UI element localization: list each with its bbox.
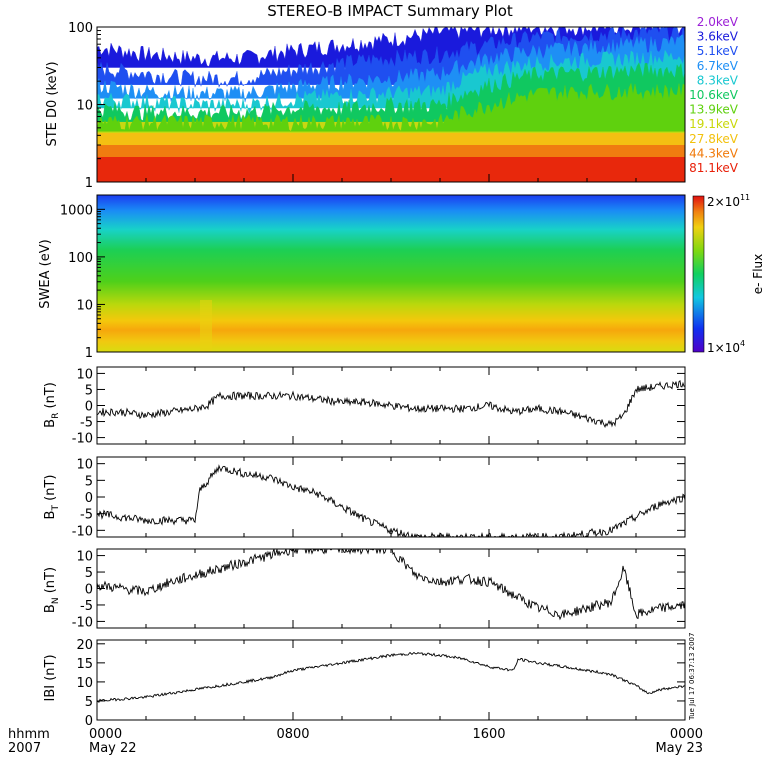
ste-series-13.9keV bbox=[96, 82, 686, 132]
bmag-frame bbox=[96, 639, 686, 721]
xaxis-tick-label: 0000 bbox=[89, 727, 122, 742]
br-ytick-label: 5 bbox=[85, 383, 93, 398]
ste-legend-item: 13.9keV bbox=[689, 103, 739, 117]
swea-ytick-label: 1 bbox=[85, 346, 93, 361]
br-panel: -10-50 510 bbox=[72, 366, 686, 447]
bmag-ytick-label: 10 bbox=[76, 676, 93, 691]
br-ylabel: BR (nT) bbox=[43, 382, 61, 428]
swea-colorbar bbox=[692, 195, 705, 353]
br-trace bbox=[97, 379, 685, 428]
swea-dropout-band bbox=[200, 300, 212, 352]
ste-band-81kev bbox=[97, 155, 685, 182]
xaxis-date-label: May 23 bbox=[655, 741, 703, 756]
ste-band-44kev bbox=[97, 143, 685, 157]
ste-band-27kev bbox=[97, 131, 685, 145]
ste-legend-item: 8.3keV bbox=[697, 73, 739, 87]
ste-upper-bands bbox=[96, 26, 686, 132]
bt-panel: -10-5 0 510 bbox=[72, 456, 686, 539]
bt-frame bbox=[96, 456, 686, 538]
ste-ylabel: STE D0 (keV) bbox=[45, 61, 60, 146]
bn-ylabel: BN (nT) bbox=[43, 567, 61, 613]
ste-legend-item: 27.8keV bbox=[689, 132, 739, 146]
bmag-panel: 0 5 10 15 20 bbox=[76, 638, 686, 729]
ste-legend-item: 2.0keV bbox=[697, 15, 739, 29]
ste-ytick-label: 1 bbox=[85, 176, 93, 191]
colorbar-bottom-label: 1×104 bbox=[707, 339, 745, 355]
bmag-ytick-label: 5 bbox=[85, 695, 93, 710]
bmag-ylabel: IBI (nT) bbox=[43, 654, 58, 701]
ste-ytick-label: 10 bbox=[76, 99, 93, 114]
bn-ytick-label: 0 bbox=[85, 583, 93, 598]
ste-panel: 1 10 100 STE D0 (keV) 2.0keV3.6keV5.1keV6.… bbox=[45, 15, 739, 352]
bt-ytick-label: 5 bbox=[85, 474, 93, 489]
bn-ytick-label: -10 bbox=[72, 615, 93, 630]
xaxis-year-label: 2007 bbox=[8, 741, 41, 756]
ste-ytick-label: 100 bbox=[68, 21, 93, 36]
xaxis-date-label: May 22 bbox=[89, 741, 137, 756]
xaxis-tick-label: 0000 bbox=[670, 727, 703, 742]
bn-frame bbox=[96, 548, 686, 629]
bn-ytick-label: 10 bbox=[76, 550, 93, 565]
ste-legend-item: 5.1keV bbox=[697, 44, 739, 58]
bmag-ytick-label: 15 bbox=[76, 657, 93, 672]
ste-legend-item: 6.7keV bbox=[697, 59, 739, 73]
ste-legend-item: 19.1keV bbox=[689, 117, 739, 131]
colorbar-top-label: 2×1011 bbox=[707, 193, 750, 209]
swea-ytick-label: 100 bbox=[68, 251, 93, 266]
swea-frame bbox=[96, 194, 686, 353]
bt-ytick-label: -10 bbox=[72, 524, 93, 539]
bt-ytick-label: -5 bbox=[80, 508, 93, 523]
bn-ytick-label: -5 bbox=[80, 599, 93, 614]
bmag-ytick-label: 20 bbox=[76, 638, 93, 653]
br-ytick-label: -10 bbox=[72, 432, 93, 447]
bmag-trace bbox=[97, 651, 685, 703]
bn-ytick-label: 5 bbox=[85, 566, 93, 581]
bt-trace bbox=[97, 464, 685, 537]
plot-title: STEREO-B IMPACT Summary Plot bbox=[267, 2, 513, 20]
bt-ytick-label: 10 bbox=[76, 458, 93, 473]
xaxis-tick-label: 1600 bbox=[472, 727, 505, 742]
ste-legend-item: 44.3keV bbox=[689, 146, 739, 160]
swea-ytick-label: 10 bbox=[76, 298, 93, 313]
bn-trace bbox=[97, 549, 685, 621]
ste-legend-item: 10.6keV bbox=[689, 88, 739, 102]
bmag-ytick-label: 0 bbox=[85, 714, 93, 729]
bt-ytick-label: 0 bbox=[85, 491, 93, 506]
bt-ylabel: BT (nT) bbox=[43, 475, 61, 520]
swea-spectrogram bbox=[97, 195, 685, 352]
br-ytick-label: 10 bbox=[76, 367, 93, 382]
swea-ytick-label: 1000 bbox=[60, 203, 93, 218]
colorbar-label: e- Flux bbox=[751, 254, 765, 294]
bn-panel: -10-50 510 bbox=[72, 548, 686, 630]
xaxis-tick-label: 0800 bbox=[276, 727, 309, 742]
timestamp: Tue Jul 17 06:37:13 2007 bbox=[688, 633, 696, 721]
swea-ylabel: SWEA (eV) bbox=[38, 239, 53, 308]
swea-panel: 1 10 100 1000 SWEA (eV) 2×1011 1×104 e- Flu… bbox=[38, 193, 765, 361]
ste-legend-item: 3.6keV bbox=[697, 30, 739, 44]
ste-legend-item: 81.1keV bbox=[689, 161, 739, 175]
br-ytick-label: 0 bbox=[85, 400, 93, 415]
br-ytick-label: -5 bbox=[80, 416, 93, 431]
xaxis-hhmm-label: hhmm bbox=[8, 727, 50, 742]
